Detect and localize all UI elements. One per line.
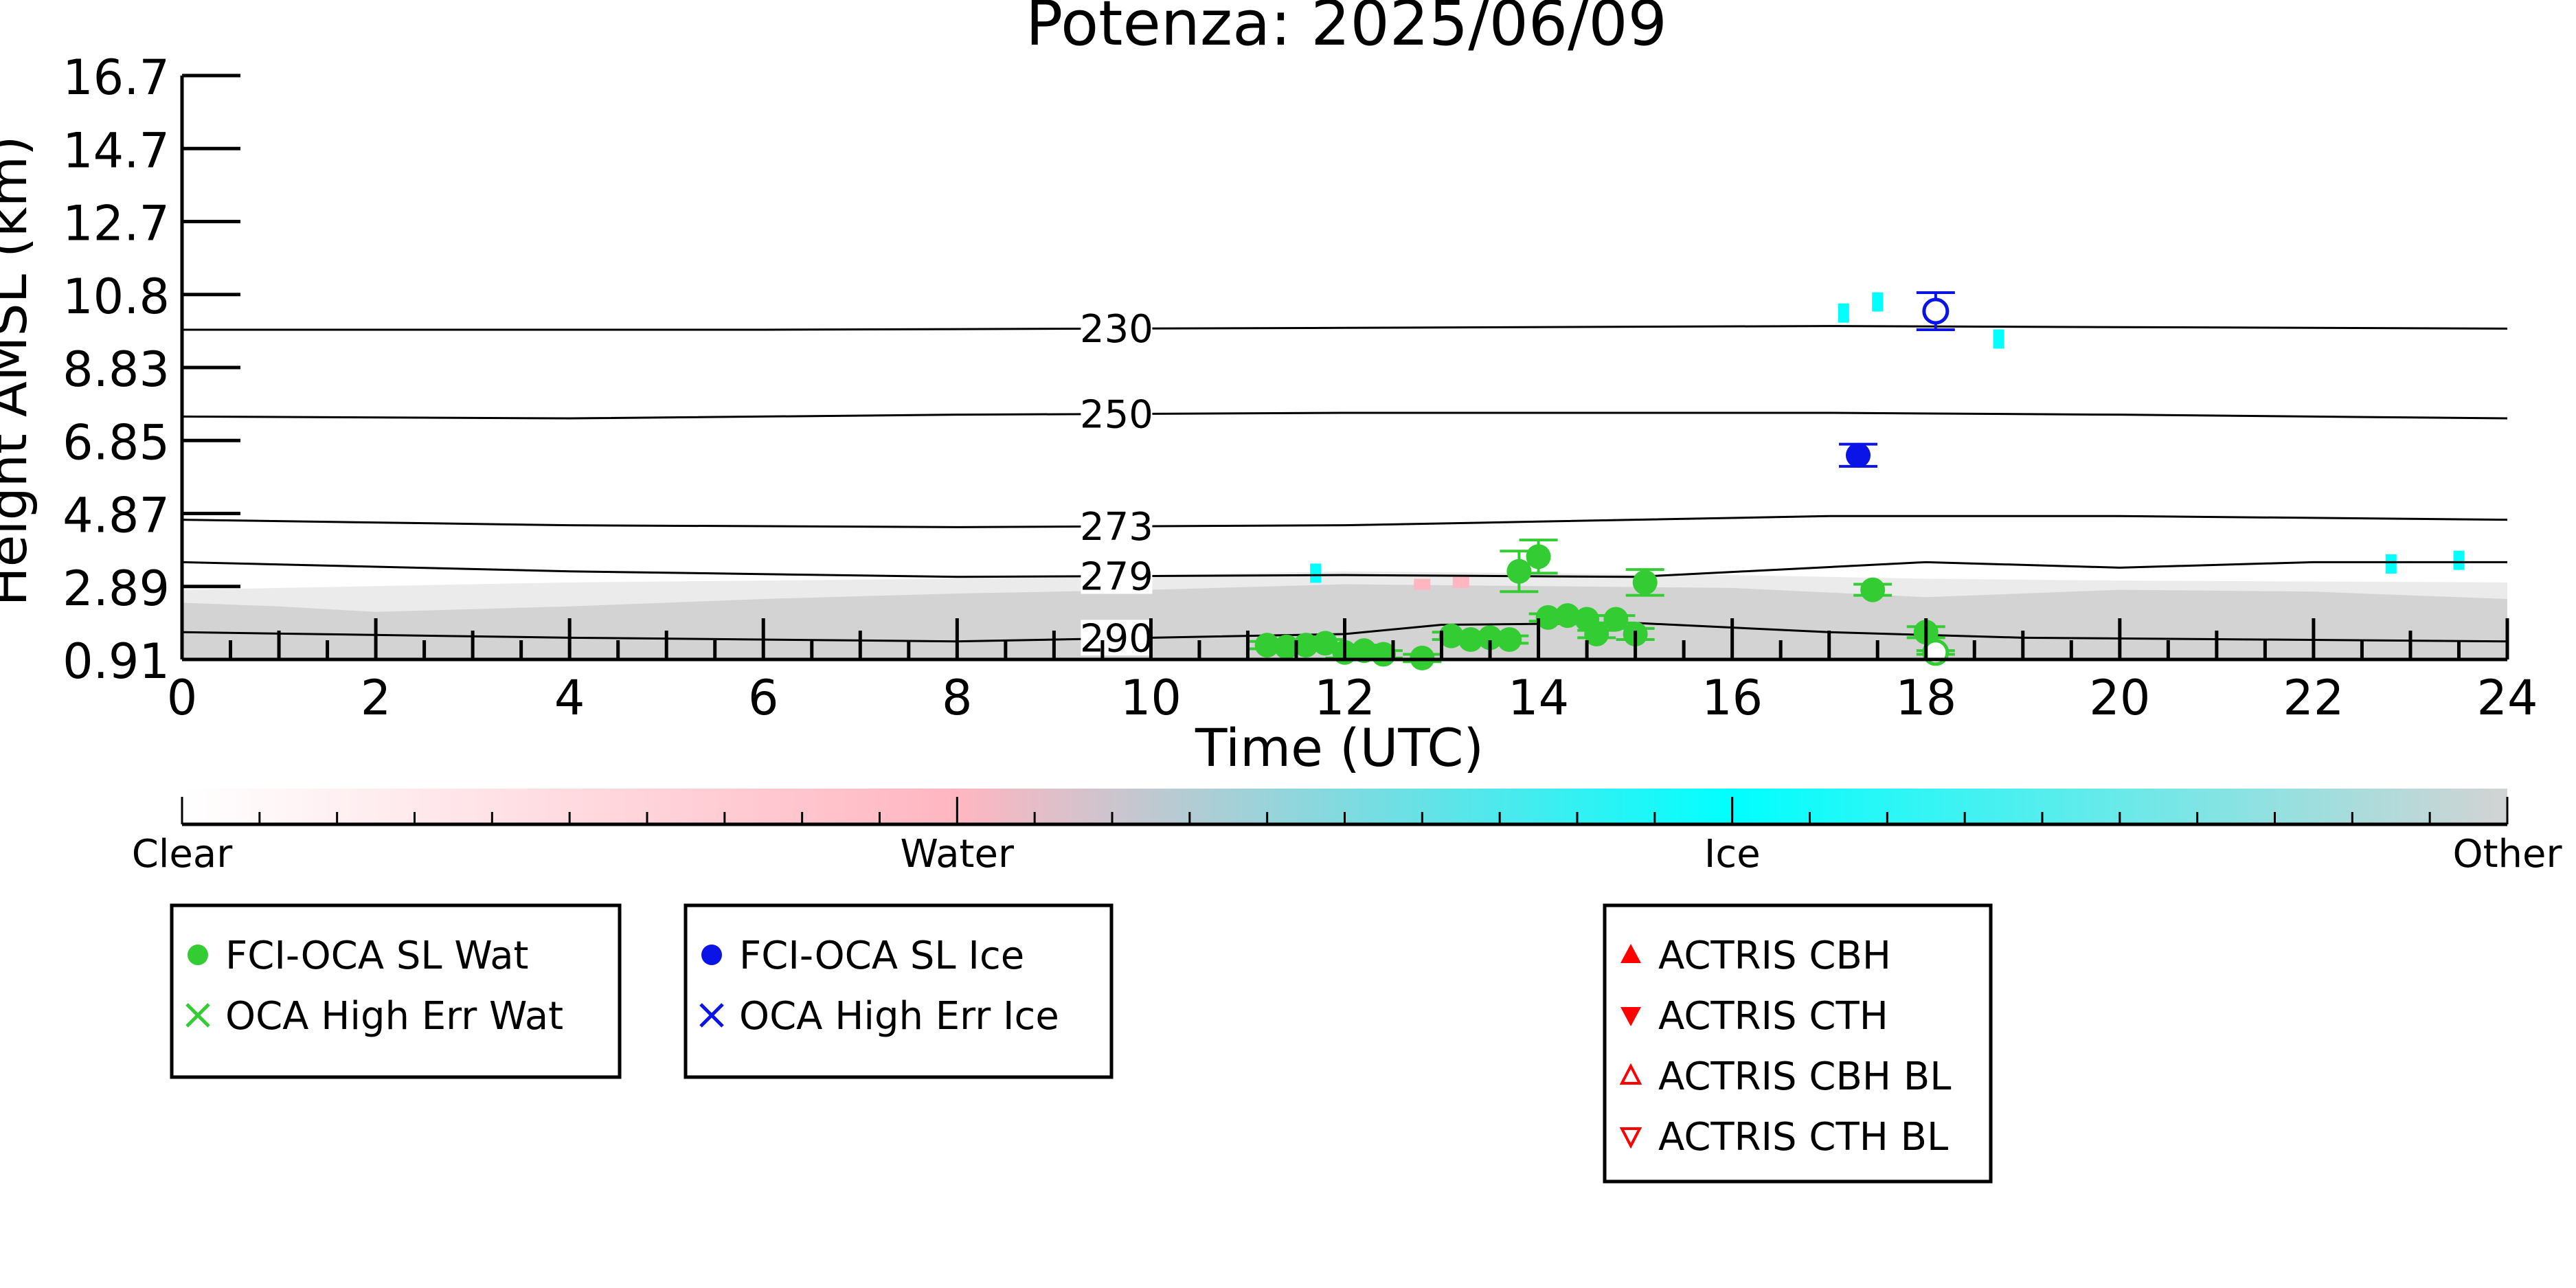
ice-class-patch	[1310, 563, 1322, 583]
x-tick-label: 20	[2089, 670, 2150, 726]
y-axis-label: Height AMSL (km)	[0, 135, 38, 606]
y-tick-label: 4.87	[63, 488, 170, 544]
x-tick-label: 18	[1895, 670, 1956, 726]
x-tick-label: 12	[1314, 670, 1375, 726]
data-point	[1506, 558, 1532, 584]
x-axis-label: Time (UTC)	[1195, 717, 1484, 778]
legend-group: FCI-OCA SL Wat OCA High Err Wat	[170, 903, 622, 1079]
x-tick-label: 0	[167, 670, 198, 726]
legend-marker	[1620, 944, 1641, 963]
legend-marker	[701, 945, 722, 965]
legend-entry-label: FCI-OCA SL Ice	[739, 934, 1024, 978]
y-tick-label: 16.7	[63, 49, 170, 106]
contour-label-bg	[1081, 310, 1153, 347]
water-class-patch	[1414, 578, 1431, 590]
legend-entry-label: FCI-OCA SL Wat	[225, 934, 529, 978]
data-point	[1313, 631, 1338, 656]
contour-label-250: 250	[1080, 392, 1153, 437]
contour-label-bg	[1081, 508, 1153, 545]
x-tick-label: 24	[2476, 670, 2538, 726]
contour-line-273	[181, 515, 2508, 528]
data-point	[1584, 621, 1609, 646]
ice-class-patch	[1993, 329, 2004, 349]
contour-line-250	[181, 411, 2508, 420]
legend-box	[683, 903, 1114, 1079]
x-tick-label: 8	[942, 670, 973, 726]
y-tick-label: 10.8	[63, 269, 170, 325]
x-tick-label: 14	[1508, 670, 1569, 726]
y-tick-label: 2.89	[63, 561, 170, 617]
colorbar-label: Clear	[132, 832, 233, 877]
ice-class-patch	[2453, 550, 2465, 570]
contour-label-230: 230	[1080, 307, 1153, 352]
open-circle-point	[1922, 297, 1950, 325]
contour-line-279	[181, 561, 2507, 578]
data-point	[1526, 544, 1551, 569]
contour-label-bg	[1081, 620, 1153, 656]
y-tick-label: 12.7	[63, 196, 170, 252]
contour-label-273: 273	[1080, 505, 1153, 550]
contour-label-279: 279	[1080, 554, 1153, 599]
legend-entry-label: OCA High Err Ice	[739, 994, 1059, 1039]
colorbar: Clear Water Ice Other	[132, 789, 2562, 877]
legend-entry-label: ACTRIS CTH BL	[1658, 1115, 1948, 1160]
x-tick-label: 6	[748, 670, 779, 726]
data-point	[1632, 569, 1658, 595]
legend-marker	[699, 1003, 724, 1028]
legend-marker	[188, 945, 208, 965]
legend-marker	[1620, 1007, 1641, 1026]
data-point	[1860, 577, 1886, 602]
ice-class-patch	[2385, 554, 2397, 574]
legend-entry-label: ACTRIS CTH	[1658, 994, 1888, 1039]
cloud-class-background	[182, 292, 2507, 659]
colorbar-label: Water	[900, 832, 1015, 877]
y-tick-label: 8.83	[63, 341, 170, 398]
legend-marker	[1619, 1063, 1642, 1085]
y-tick-label: 6.85	[63, 414, 170, 471]
legend-entry-label: ACTRIS CBH	[1658, 934, 1891, 978]
legend-marker	[185, 1003, 210, 1028]
legend-group: FCI-OCA SL Ice OCA High Err Ice	[683, 903, 1114, 1079]
x-tick-label: 22	[2283, 670, 2344, 726]
legend-box	[170, 903, 622, 1079]
data-point	[1603, 607, 1629, 632]
legend-box	[1603, 903, 1993, 1184]
contour-line-230	[182, 325, 2508, 331]
colorbar-label: Other	[2452, 832, 2562, 877]
legend-group: ACTRIS CBH ACTRIS CTH ACTRIS CBH BL ACTRIS …	[1603, 903, 1993, 1184]
x-tick-label: 10	[1120, 670, 1182, 726]
contour-label-bg	[1081, 558, 1153, 594]
ice-class-patch	[1838, 303, 1849, 323]
legend-entry-label: OCA High Err Wat	[225, 994, 563, 1039]
y-tick-label: 0.91	[63, 633, 170, 690]
legend-entry-label: ACTRIS CBH BL	[1658, 1054, 1951, 1099]
y-tick-label: 14.7	[63, 122, 170, 179]
x-tick-label: 2	[361, 670, 392, 726]
contour-label-290: 290	[1080, 616, 1153, 661]
ice-class-patch	[1872, 292, 1884, 312]
water-class-patch	[1452, 576, 1469, 588]
data-point	[1846, 442, 1871, 468]
legend-marker	[1619, 1127, 1642, 1149]
chart-title: Potenza: 2025/06/09	[1026, 0, 1667, 60]
data-point	[1497, 627, 1522, 653]
colorbar-label: Ice	[1704, 832, 1761, 877]
x-tick-label: 16	[1702, 670, 1763, 726]
contour-label-bg	[1081, 396, 1153, 432]
x-tick-label: 4	[554, 670, 585, 726]
